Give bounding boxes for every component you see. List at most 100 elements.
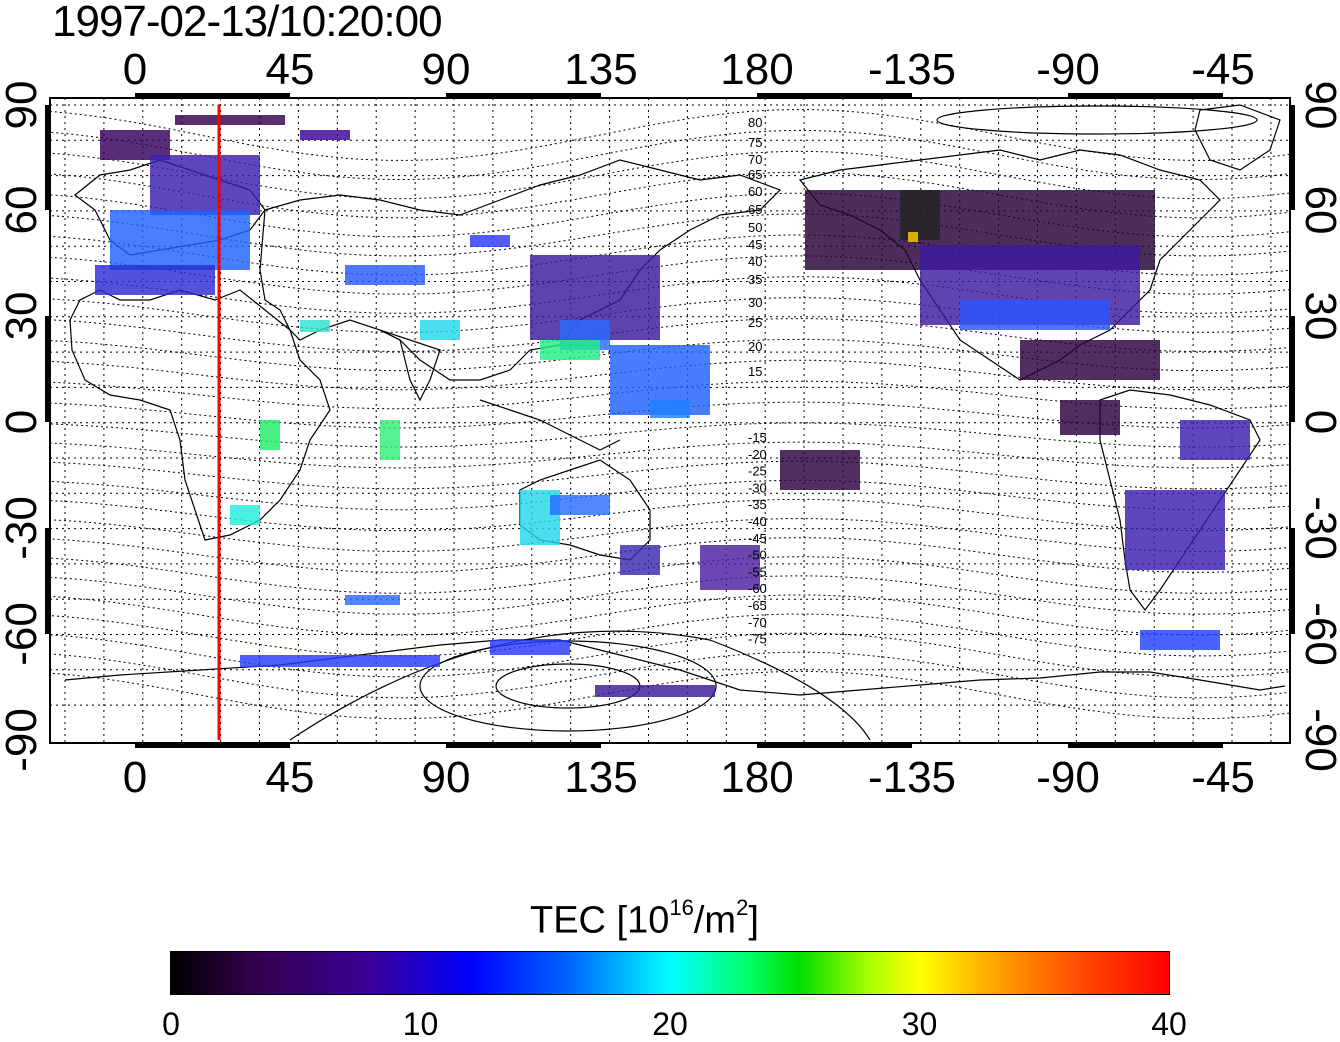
contour-line (49, 234, 1291, 276)
tec-block (490, 640, 570, 655)
tec-block (150, 155, 260, 215)
x-bottom-tick-label: -45 (1191, 753, 1255, 802)
tec-block (345, 595, 400, 605)
tec-block (260, 420, 280, 450)
contour-line (49, 479, 1291, 511)
frame-bar (135, 93, 290, 99)
contour-line (49, 537, 1291, 573)
contour-label: -50 (748, 548, 767, 563)
tec-block (95, 265, 215, 295)
colorbar-label: 10 (402, 1006, 439, 1042)
colorbar-label: 0 (162, 1006, 180, 1042)
frame-bar (1068, 742, 1223, 748)
frame-bar (45, 316, 51, 422)
tec-block (1060, 400, 1120, 435)
x-top-tick-label: -90 (1036, 45, 1100, 94)
contour-line (49, 401, 1291, 429)
contour-label: 15 (748, 364, 762, 379)
tec-block (1180, 420, 1250, 460)
contour-label: -15 (748, 430, 767, 445)
contour-label: 60 (748, 184, 762, 199)
x-top-tick-label: -135 (868, 45, 956, 94)
y-left-tick-label: 30 (0, 292, 46, 341)
axis-tick-labels: 0 45 90 135 180 -135 -90 -450 45 90 135 180 -135 -90-… (0, 45, 1340, 802)
tec-block (380, 420, 400, 460)
frame-bars (45, 93, 1295, 748)
tec-block (595, 685, 715, 697)
contour-label: 50 (748, 220, 762, 235)
contour-line (49, 518, 1291, 552)
tec-map: 8075706560655045403530252015-15-20-25-30… (0, 45, 1340, 802)
colorbar-label: 20 (652, 1006, 688, 1042)
contour-label: 25 (748, 315, 762, 330)
contour-label: -75 (748, 632, 767, 647)
contour-line (49, 575, 1291, 615)
y-right-tick-label: 60 (1296, 186, 1340, 235)
contour-label: -30 (748, 480, 767, 495)
map-title: 1997-02-13/10:20:00 (52, 0, 443, 46)
frame-bar (135, 742, 290, 748)
contour-label: -20 (748, 447, 767, 462)
frame-bar (1289, 528, 1295, 634)
frame-bar (446, 93, 601, 99)
frame-bar (1289, 316, 1295, 422)
x-bottom-tick-label: 135 (564, 753, 637, 802)
x-top-tick-label: -45 (1191, 45, 1255, 94)
contour-label: 70 (748, 152, 762, 167)
x-bottom-tick-label: -135 (868, 753, 956, 802)
y-right-tick-label: -60 (1296, 602, 1340, 666)
contour-line (49, 594, 1291, 636)
frame-bar (757, 742, 912, 748)
contour-label: -60 (748, 581, 767, 596)
tec-block (300, 320, 330, 332)
y-right-tick-label: -30 (1296, 496, 1340, 560)
tec-block (1020, 340, 1160, 380)
contour-line (49, 556, 1291, 594)
frame-bar (45, 105, 51, 210)
contour-label: -55 (748, 564, 767, 579)
y-right-tick-label: 30 (1296, 292, 1340, 341)
frame-bar (1068, 93, 1223, 99)
tec-colorbar (170, 951, 1170, 995)
y-left-tick-label: 90 (0, 81, 46, 130)
contour-line (49, 613, 1291, 657)
y-left-tick-label: -90 (0, 708, 46, 772)
contour-label: 65 (748, 202, 762, 217)
x-top-tick-label: 90 (422, 45, 471, 94)
tec-block (960, 300, 1110, 330)
y-left-tick-label: 60 (0, 186, 46, 235)
x-top-tick-label: 135 (564, 45, 637, 94)
tec-block (650, 400, 690, 418)
frame-bar (446, 742, 601, 748)
x-top-tick-label: 45 (266, 45, 315, 94)
contour-labels: 8075706560655045403530252015-15-20-25-30… (748, 115, 767, 647)
contour-label: 45 (748, 237, 762, 252)
contour-label: -25 (748, 464, 767, 479)
x-top-tick-label: 0 (123, 45, 147, 94)
contour-label: -35 (748, 497, 767, 512)
contour-line (49, 276, 1291, 314)
contour-label: 30 (748, 295, 762, 310)
tec-block (345, 265, 425, 285)
contour-label: 20 (748, 339, 762, 354)
tec-data-blocks (95, 115, 1250, 697)
tec-block (175, 115, 285, 125)
contour-line (49, 422, 1291, 448)
tec-block (900, 190, 940, 240)
contour-line (49, 171, 1291, 219)
contour-label: -65 (748, 598, 767, 613)
x-top-tick-label: 180 (720, 45, 793, 94)
y-left-tick-label: 0 (0, 410, 46, 434)
x-bottom-tick-label: 90 (422, 753, 471, 802)
tec-block (300, 130, 350, 140)
tec-block (1140, 630, 1220, 650)
tec-block (110, 210, 250, 270)
contour-label: 65 (748, 167, 762, 182)
contour-line (49, 441, 1291, 469)
y-right-tick-label: -90 (1296, 708, 1340, 772)
contour-label: -40 (748, 514, 767, 529)
colorbar-title: TEC [1016/m2] (530, 895, 759, 942)
contour-label: -45 (748, 531, 767, 546)
tec-block (700, 545, 760, 590)
frame-bar (45, 528, 51, 634)
